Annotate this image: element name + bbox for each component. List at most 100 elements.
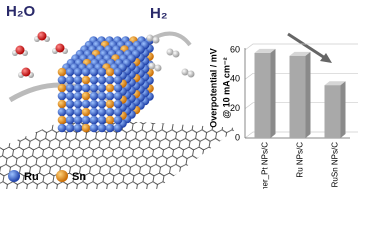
chart: Overpotential / mV @ 10 mA cm⁻² 0 20 40 60 C… bbox=[208, 32, 358, 189]
atom bbox=[81, 83, 91, 93]
y-tick-label: 20 bbox=[230, 103, 240, 113]
atom bbox=[57, 67, 67, 77]
legend-swatch bbox=[56, 170, 68, 182]
atom bbox=[105, 99, 115, 109]
hydrogen bbox=[181, 68, 189, 76]
atom bbox=[57, 75, 67, 85]
atom bbox=[65, 83, 75, 93]
atom bbox=[81, 107, 91, 117]
atom bbox=[89, 123, 99, 133]
atom bbox=[57, 83, 67, 93]
atom bbox=[97, 123, 107, 133]
atom bbox=[105, 123, 115, 133]
atom bbox=[113, 115, 123, 125]
y-tick-label: 60 bbox=[230, 44, 240, 54]
atom bbox=[113, 123, 123, 133]
atom bbox=[97, 75, 107, 85]
atom bbox=[65, 67, 75, 77]
hydrogen bbox=[146, 34, 154, 42]
atom bbox=[105, 83, 115, 93]
hydrogen bbox=[148, 62, 156, 70]
bar bbox=[324, 85, 341, 138]
x-tick-label: Commer_Pt NPs/C bbox=[261, 142, 270, 189]
bar-top bbox=[324, 81, 346, 86]
atom bbox=[57, 123, 67, 133]
atom bbox=[73, 99, 83, 109]
bar bbox=[254, 52, 271, 138]
atom bbox=[81, 115, 91, 125]
atom bbox=[57, 115, 67, 125]
atom bbox=[89, 67, 99, 77]
nanoparticle bbox=[57, 36, 154, 133]
atom bbox=[73, 123, 83, 133]
trend-arrow bbox=[287, 32, 326, 60]
atom bbox=[73, 107, 83, 117]
grid-line bbox=[244, 43, 358, 51]
atom bbox=[97, 91, 107, 101]
atom bbox=[89, 107, 99, 117]
atom bbox=[105, 67, 115, 77]
atom bbox=[113, 107, 123, 117]
atom bbox=[89, 75, 99, 85]
hydrogen bbox=[152, 36, 160, 44]
atom bbox=[105, 75, 115, 85]
molecules bbox=[12, 31, 195, 78]
atom bbox=[65, 99, 75, 109]
atom bbox=[105, 107, 115, 117]
y-tick-label: 40 bbox=[230, 74, 240, 84]
graphene bbox=[0, 118, 238, 189]
atom bbox=[89, 99, 99, 109]
figure: H₂O H₂ Ru Sn Overpotential / mV @ 10 mA … bbox=[0, 3, 358, 189]
legend-swatch bbox=[8, 170, 20, 182]
atom bbox=[97, 107, 107, 117]
atom bbox=[113, 83, 123, 93]
hydrogen bbox=[187, 70, 195, 78]
atom bbox=[89, 91, 99, 101]
atom bbox=[81, 91, 91, 101]
oxygen bbox=[55, 43, 65, 53]
atom bbox=[105, 91, 115, 101]
atom bbox=[81, 67, 91, 77]
atom bbox=[73, 91, 83, 101]
atom bbox=[81, 123, 91, 133]
bar-side bbox=[305, 51, 311, 138]
hydrogen bbox=[166, 48, 174, 56]
bar-side bbox=[270, 48, 276, 138]
atom bbox=[113, 75, 123, 85]
atom bbox=[65, 75, 75, 85]
legend-label: Ru bbox=[24, 171, 39, 183]
grid-line bbox=[244, 131, 358, 139]
atom bbox=[89, 115, 99, 125]
oxygen bbox=[15, 45, 25, 55]
bar-top bbox=[289, 51, 311, 56]
atom bbox=[65, 107, 75, 117]
atom bbox=[65, 115, 75, 125]
atom bbox=[57, 91, 67, 101]
atom bbox=[97, 99, 107, 109]
atom bbox=[89, 83, 99, 93]
atom bbox=[113, 67, 123, 77]
atom bbox=[81, 99, 91, 109]
atom bbox=[81, 75, 91, 85]
reactant-label: H₂O bbox=[6, 3, 35, 20]
atom bbox=[97, 115, 107, 125]
atom bbox=[65, 123, 75, 133]
atom bbox=[57, 107, 67, 117]
illustration bbox=[0, 31, 238, 189]
bar-top bbox=[254, 48, 276, 53]
bar-side bbox=[340, 81, 346, 138]
legend-label: Sn bbox=[72, 171, 86, 183]
atom bbox=[57, 99, 67, 109]
oxygen bbox=[21, 67, 31, 77]
hydrogen bbox=[154, 64, 162, 72]
atom bbox=[73, 67, 83, 77]
y-axis-label: Overpotential / mV bbox=[208, 48, 218, 128]
oxygen bbox=[37, 31, 47, 41]
y-axis-label: @ 10 mA cm⁻² bbox=[221, 57, 231, 118]
atom bbox=[105, 115, 115, 125]
trend-arrow-head bbox=[320, 53, 332, 63]
atom bbox=[113, 99, 123, 109]
atom bbox=[73, 75, 83, 85]
product-label: H₂ bbox=[150, 5, 168, 22]
grid-line bbox=[244, 72, 358, 80]
